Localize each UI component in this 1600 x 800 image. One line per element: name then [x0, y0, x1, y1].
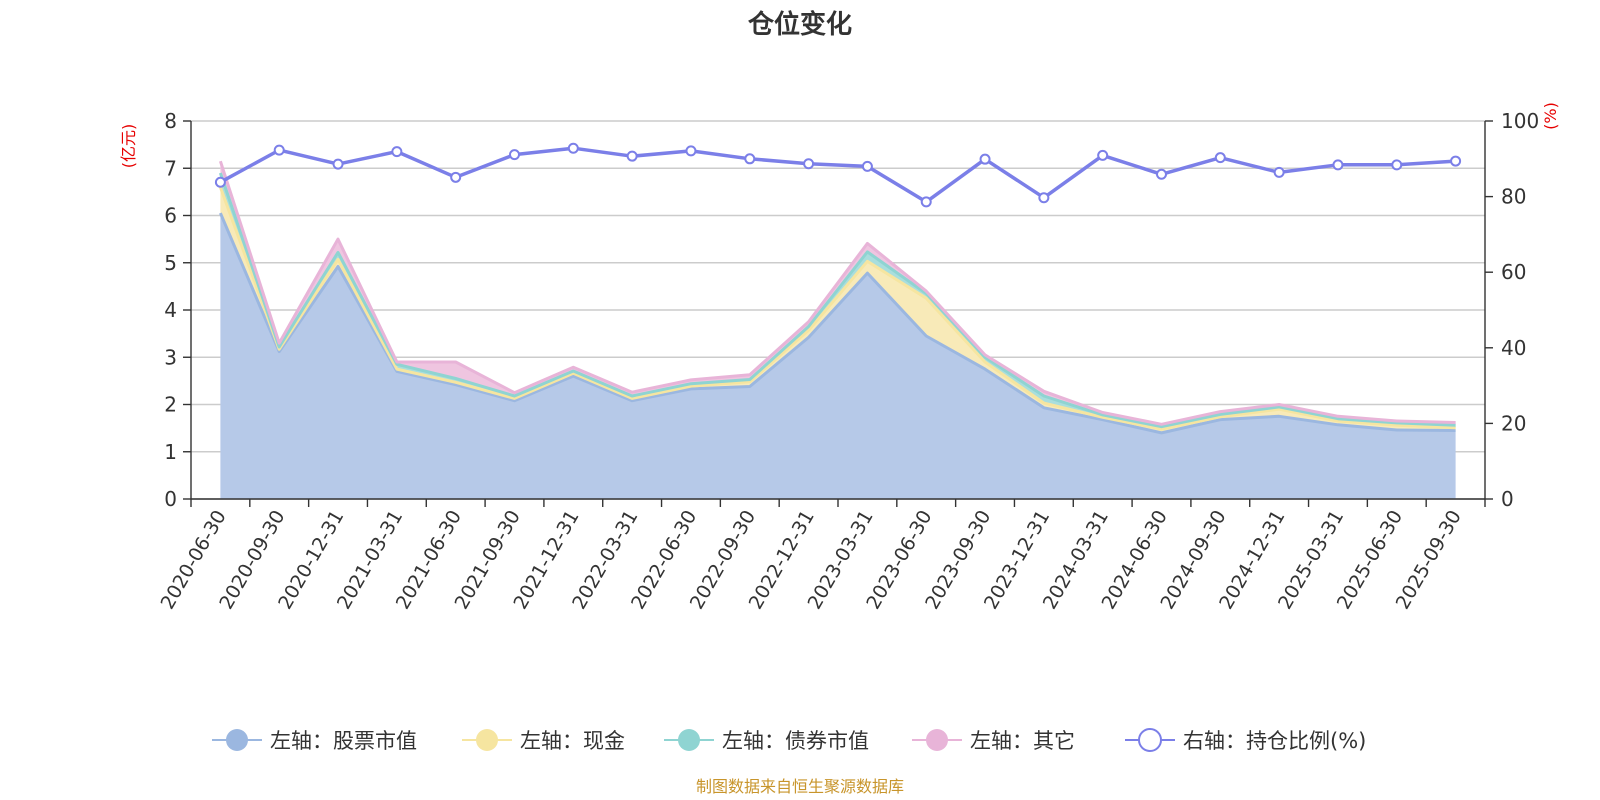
data-source-note: 制图数据来自恒生聚源数据库: [696, 777, 904, 796]
ratio-point-2023-09-30: [979, 153, 991, 165]
legend-label-1: 左轴：现金: [520, 729, 625, 753]
left-tick-label-4: 4: [164, 298, 177, 322]
legend-item-左轴：股票市值: 左轴：股票市值: [212, 729, 417, 753]
area-左轴：股票市值: [220, 213, 1456, 499]
ratio-point-2024-03-31: [1097, 149, 1109, 161]
legend-item-左轴：债券市值: 左轴：债券市值: [664, 729, 869, 753]
legend: 左轴：股票市值 左轴：现金 左轴：债券市值 左轴：其它 右轴：持仓比例(%): [212, 728, 1366, 753]
left-axis-unit: (亿元): [119, 124, 138, 169]
right-axis-unit: (%): [1541, 102, 1560, 130]
area-line-左轴：其它: [218, 160, 1456, 426]
ratio-point-2025-09-30: [1450, 155, 1462, 167]
right-tick-label-0: 0: [1501, 487, 1514, 511]
legend-marker-4: [1138, 728, 1162, 752]
ratio-point-2025-03-31: [1332, 159, 1344, 171]
ratio-point-2021-09-30: [509, 149, 520, 161]
left-tick-label-1: 1: [164, 440, 177, 464]
legend-marker-2: [678, 729, 700, 751]
legend-label-4: 右轴：持仓比例(%): [1183, 729, 1366, 753]
legend-item-左轴：其它: 左轴：其它: [912, 729, 1075, 753]
left-tick-label-7: 7: [164, 156, 177, 180]
left-tick-label-0: 0: [164, 487, 177, 511]
ratio-point-2022-09-30: [744, 153, 756, 165]
stacked-areas: [218, 160, 1456, 499]
ratio-point-2023-03-31: [861, 160, 873, 172]
right-tick-label-20: 20: [1501, 411, 1526, 435]
ratio-point-2025-06-30: [1391, 159, 1403, 171]
legend-label-2: 左轴：债券市值: [722, 729, 869, 753]
ratio-point-2023-06-30: [920, 196, 932, 208]
ratio-point-2022-03-31: [626, 150, 638, 162]
left-tick-label-8: 8: [164, 109, 177, 133]
ratio-point-2020-09-30: [273, 144, 285, 156]
legend-label-3: 左轴：其它: [970, 729, 1075, 753]
chart-title: 仓位变化: [747, 9, 852, 40]
legend-item-左轴：现金: 左轴：现金: [462, 729, 625, 753]
ratio-point-2022-06-30: [685, 145, 697, 157]
right-tick-label-100: 100: [1501, 109, 1539, 133]
legend-marker-3: [926, 729, 948, 751]
left-tick-label-5: 5: [164, 251, 177, 275]
right-tick-label-80: 80: [1501, 185, 1526, 209]
ratio-point-2021-12-31: [567, 142, 579, 154]
legend-marker-0: [226, 729, 248, 751]
area-line-左轴：现金: [218, 186, 1456, 431]
area-line-左轴：债券市值: [218, 172, 1456, 429]
legend-label-0: 左轴：股票市值: [270, 729, 417, 753]
left-tick-label-3: 3: [164, 345, 177, 369]
ratio-point-2021-03-31: [391, 146, 403, 158]
ratio-point-2020-12-31: [332, 158, 344, 170]
ratio-point-2023-12-31: [1038, 192, 1050, 204]
right-tick-label-60: 60: [1501, 260, 1526, 284]
ratio-line: [219, 146, 1456, 204]
legend-item-右轴：持仓比例(%): 右轴：持仓比例(%): [1125, 728, 1366, 753]
ratio-point-2022-12-31: [803, 158, 815, 170]
left-tick-label-2: 2: [164, 393, 177, 417]
ratio-point-2021-06-30: [450, 171, 462, 183]
ratio-point-2024-09-30: [1214, 152, 1226, 164]
area-line-左轴：股票市值: [219, 212, 1456, 435]
left-tick-label-6: 6: [164, 204, 177, 228]
ratio-point-2024-12-31: [1273, 166, 1285, 178]
ratio-point-2024-06-30: [1156, 168, 1167, 180]
right-tick-label-40: 40: [1501, 336, 1526, 360]
legend-marker-1: [476, 729, 498, 751]
holding-ratio-series: [214, 142, 1462, 208]
ratio-point-2020-06-30: [214, 176, 226, 188]
